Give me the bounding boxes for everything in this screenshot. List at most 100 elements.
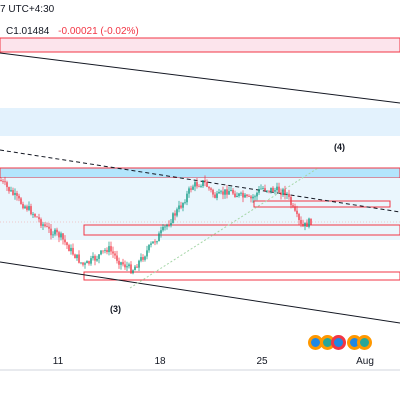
x-tick-label: Aug (356, 356, 374, 367)
candle-body (20, 198, 22, 204)
candle-body (212, 189, 214, 195)
resistance-zone (0, 37, 400, 53)
candle-body (194, 182, 196, 187)
candle-body (14, 193, 16, 195)
candle-body (112, 251, 114, 254)
candle-body (164, 226, 166, 228)
candle-body (232, 189, 234, 194)
candle-body (218, 192, 220, 194)
candle-body (54, 229, 56, 235)
candle-body (70, 247, 72, 252)
candle-body (90, 258, 92, 264)
candle-body (64, 239, 66, 243)
candle-body (170, 222, 172, 226)
candle-body (262, 188, 264, 189)
candle-body (280, 192, 282, 195)
session-text: 7 UTC+4:30 (0, 4, 55, 15)
candle-body (2, 181, 4, 182)
candle-body (36, 216, 38, 218)
dashed-trendline (0, 149, 400, 213)
candle-body (74, 254, 76, 259)
candle-body (22, 203, 24, 209)
candle-body (210, 188, 212, 190)
candle-body (48, 226, 50, 229)
candle-body (304, 222, 306, 227)
candle-body (252, 196, 254, 199)
candle-body (34, 213, 36, 217)
candle-body (68, 245, 70, 252)
candle-body (40, 219, 42, 226)
candle-body (94, 256, 96, 261)
candle-body (80, 262, 82, 264)
candle-body (152, 241, 154, 244)
candle-body (166, 224, 168, 227)
candle-body (18, 195, 20, 199)
candle-body (130, 264, 132, 274)
candle-body (172, 213, 174, 223)
candle-body (240, 192, 242, 194)
candle-body (46, 226, 48, 228)
candle-body (44, 224, 46, 227)
candle-body (62, 233, 64, 240)
candle-body (266, 190, 268, 192)
candle-body (298, 214, 300, 220)
candle-body (202, 180, 204, 187)
candle-body (208, 186, 210, 189)
candle-body (198, 186, 200, 188)
event-marker-icon[interactable] (357, 335, 372, 350)
candle-body (102, 250, 104, 252)
candle-body (78, 254, 80, 263)
candle-body (140, 257, 142, 261)
candle-body (200, 186, 202, 187)
candle-body (268, 190, 270, 192)
candle-body (254, 196, 256, 198)
candle-body (148, 244, 150, 251)
candle-body (230, 189, 232, 192)
candle-body (246, 194, 248, 196)
candle-body (306, 222, 308, 227)
candle-body (30, 206, 32, 215)
candle-body (274, 190, 276, 192)
candle-body (220, 191, 222, 193)
candle-body (224, 189, 226, 195)
candle-body (282, 189, 284, 195)
candle-body (310, 218, 312, 225)
candle-body (242, 192, 244, 198)
candle-body (58, 232, 60, 238)
blue-zone-upper (0, 108, 400, 136)
candle-body (294, 206, 296, 211)
candle-body (190, 188, 192, 190)
candle-body (114, 253, 116, 256)
candle-body (188, 188, 190, 194)
candle-body (0, 180, 2, 182)
candle-body (204, 180, 206, 183)
candle-body (222, 191, 224, 195)
candle-body (110, 246, 112, 252)
candle-body (98, 254, 100, 259)
candle-body (284, 189, 286, 196)
candle-body (180, 205, 182, 208)
wave-label-4: (4) (334, 142, 345, 152)
candle-body (216, 193, 218, 198)
candle-body (248, 195, 250, 197)
x-tick-label: 18 (154, 356, 166, 367)
candle-body (84, 263, 86, 265)
candle-body (178, 205, 180, 210)
candle-body (156, 241, 158, 243)
candle-body (250, 196, 252, 199)
candle-body (186, 193, 188, 203)
candle-body (256, 192, 258, 197)
channel-lower-line (0, 261, 400, 324)
candle-body (286, 193, 288, 196)
blue-zone-lower (0, 178, 400, 240)
candle-body (66, 242, 68, 246)
candle-body (192, 186, 194, 190)
candle-body (154, 241, 156, 243)
close-value: C1.01484 (6, 26, 50, 37)
event-marker-icon[interactable] (331, 335, 346, 350)
candle-body (86, 261, 88, 264)
candle-body (60, 233, 62, 238)
candle-body (264, 188, 266, 191)
